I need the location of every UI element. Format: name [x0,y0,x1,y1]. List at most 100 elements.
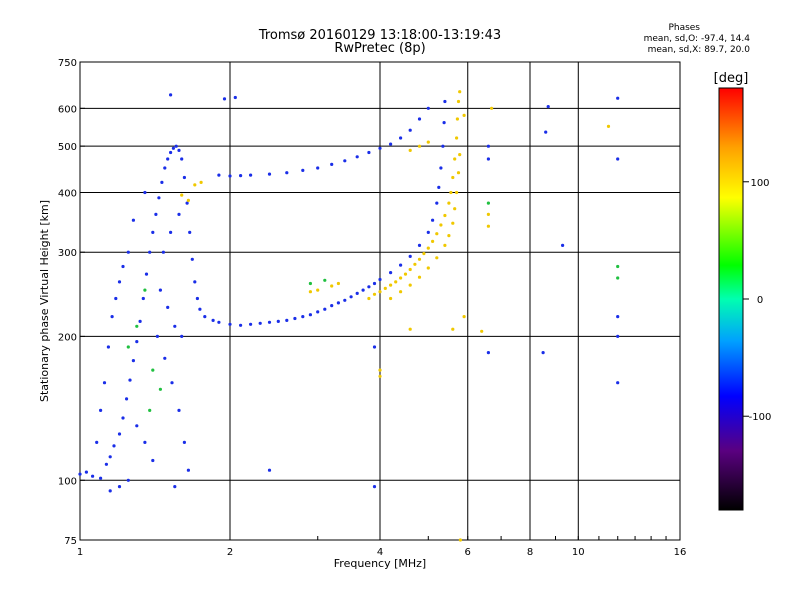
data-point [442,121,446,125]
data-point [316,166,320,170]
data-point [151,230,155,234]
data-point [616,334,620,338]
stats-x-line: mean, sd,X: 89.7, 20.0 [647,45,750,55]
chart-subtitle: RwPretec (8p) [334,41,426,56]
data-point [372,345,377,349]
data-point [316,288,320,292]
data-point [394,280,398,284]
data-point [456,99,461,104]
data-point [462,315,466,319]
data-point [174,144,178,148]
grid-lines [80,62,680,540]
data-point [316,310,320,314]
data-point [276,319,280,323]
data-point [99,408,103,412]
data-point [308,313,312,317]
data-point [131,359,135,363]
data-point [408,283,412,287]
data-point [441,144,445,148]
data-point [177,212,181,216]
data-point [185,201,189,205]
data-point [453,207,457,211]
data-point [417,144,422,148]
data-point [408,267,412,272]
data-point [169,150,173,155]
data-point [330,304,334,308]
data-point [148,250,152,254]
data-point [399,263,403,267]
data-point [486,224,490,228]
data-point [616,264,620,269]
data-point [193,183,197,187]
data-point [486,212,490,216]
data-point [361,288,365,292]
data-point [458,90,462,94]
data-point [431,239,435,243]
data-point [431,218,435,222]
data-point [141,296,145,301]
data-point [112,444,116,448]
data-point [258,321,262,325]
y-tick-label: 75 [64,536,77,547]
data-point [160,180,164,184]
data-point [616,96,620,100]
data-point [267,320,272,324]
colorbar-label: [deg] [714,71,749,86]
data-point [408,327,412,331]
data-point [435,201,439,205]
data-point [443,213,447,218]
chart-title: Tromsø 20160129 13:18:00-13:19:43 [258,28,502,43]
data-point [455,117,459,121]
data-point [389,283,393,287]
data-point [486,144,490,148]
data-point [135,340,139,344]
data-point [285,318,289,322]
data-point [163,166,167,170]
data-point [301,168,305,172]
data-point [135,324,139,328]
data-point [154,212,158,216]
data-point [399,136,403,140]
data-point [426,140,430,144]
data-point [217,173,221,177]
data-point [451,221,455,225]
data-point [190,257,194,261]
data-point [117,280,122,284]
data-points [78,90,620,542]
data-point [293,316,297,321]
data-point [211,318,215,322]
data-point [378,374,382,378]
data-point [451,327,455,331]
data-point [389,296,393,301]
data-point [143,288,147,292]
data-point [606,124,611,128]
data-point [182,440,186,444]
colorbar: [deg] 100 0 -100 [714,71,771,511]
data-point [546,105,550,109]
data-point [126,345,130,349]
x-axis-label: Frequency [MHz] [334,557,426,570]
data-point [439,166,443,170]
data-point [480,329,484,333]
data-point [330,284,334,288]
data-point [336,301,340,305]
data-point [138,319,142,323]
data-point [417,243,422,247]
y-tick-label: 750 [58,58,77,69]
data-point [198,307,202,311]
data-point [343,298,347,302]
data-point [158,288,162,292]
data-point [151,368,155,372]
data-point [249,173,253,177]
data-point [408,128,412,132]
data-point [486,351,490,355]
data-point [408,254,412,258]
data-point [151,458,155,463]
data-point [308,290,312,294]
data-point [163,356,167,360]
data-point [188,230,192,234]
data-point [173,324,177,328]
data-point [439,223,443,227]
data-point [228,322,232,326]
colorbar-tick-label: 0 [757,295,763,306]
